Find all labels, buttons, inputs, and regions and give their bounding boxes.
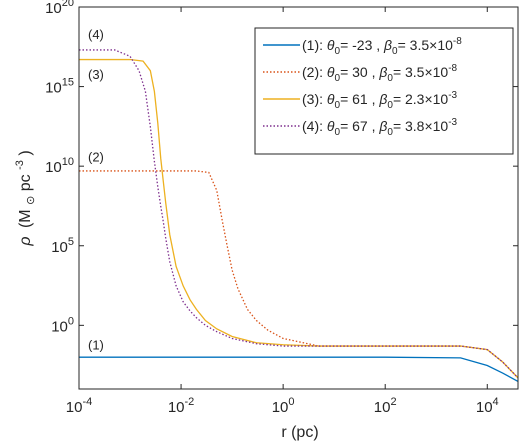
y-label-open: (M (17, 209, 34, 228)
y-label-sun: ⊙ (25, 196, 37, 205)
y-label-exp: -3 (14, 160, 26, 170)
tick-marks (78, 6, 518, 389)
annotations: (4) (3) (2) (1) (88, 27, 104, 353)
legend-label-3: (3): θ0= 61 , β0= 2.3×10-3 (302, 90, 458, 111)
y-tick-label-0-base: 10 (51, 318, 68, 335)
y-tick-label-4: 1020 (45, 0, 74, 17)
x-tick-label-1-base: 10 (168, 399, 185, 416)
curve-label-1: (4) (88, 27, 104, 42)
y-tick-label-2-base: 10 (45, 159, 62, 176)
y-tick-label-0-exp: 0 (68, 315, 74, 327)
legend: (1): θ0= -23 , β0= 3.5×10-8(2): θ0= 30 ,… (254, 27, 514, 155)
y-label-rho: ρ (17, 236, 34, 246)
legend-beta-sub: 0 (387, 100, 393, 111)
y-tick-label-4-exp: 20 (62, 0, 74, 9)
legend-beta-exp: -8 (448, 63, 457, 74)
legend-separator: , (372, 37, 384, 53)
y-tick-label-1: 105 (51, 236, 74, 256)
legend-label-1: (1): θ0= -23 , β0= 3.5×10-8 (302, 36, 462, 57)
legend-beta-symbol: β (378, 118, 387, 134)
legend-separator: , (368, 91, 380, 107)
series-line-4 (79, 49, 519, 379)
x-tick-label-2-base: 10 (272, 399, 289, 416)
series-line-3 (79, 58, 519, 379)
y-axis-label: ρ (M ⊙ pc -3 ) (10, 150, 38, 246)
legend-beta-exp: -8 (453, 36, 462, 47)
legend-theta-symbol: θ (327, 37, 335, 53)
y-tick-label-1-base: 10 (51, 239, 68, 256)
legend-theta-sub: 0 (335, 100, 341, 111)
y-tick-label-1-exp: 5 (68, 236, 74, 248)
legend-theta-symbol: θ (327, 118, 335, 134)
legend-separator: , (368, 64, 380, 80)
legend-separator: , (368, 118, 380, 134)
plot-frame (78, 6, 519, 390)
legend-label-2: (2): θ0= 30 , β0= 3.5×10-8 (302, 63, 458, 84)
legend-beta-symbol: β (378, 64, 387, 80)
legend-theta-sub: 0 (335, 127, 341, 138)
legend-beta-mantissa: = 2.3×10 (393, 91, 448, 107)
curve-label-3: (2) (88, 149, 104, 164)
legend-series-name: (2): (302, 64, 327, 80)
y-label-mid: pc (17, 174, 34, 191)
x-tick-label-1-exp: -2 (185, 396, 195, 408)
legend-beta-symbol: β (378, 91, 387, 107)
y-tick-label-3: 1015 (45, 77, 74, 97)
legend-beta-exp: -3 (448, 90, 457, 101)
x-tick-label-3-exp: 2 (390, 396, 396, 408)
legend-beta-symbol: β (383, 37, 392, 53)
x-tick-label-4-exp: 4 (493, 396, 499, 408)
x-tick-label-3: 102 (374, 396, 397, 416)
legend-series-name: (3): (302, 91, 327, 107)
legend-beta-mantissa: = 3.5×10 (393, 64, 448, 80)
x-tick-label-4: 104 (476, 396, 499, 416)
legend-beta-sub: 0 (387, 127, 393, 138)
y-tick-label-3-exp: 15 (62, 77, 74, 89)
y-tick-label-0: 100 (51, 315, 74, 335)
x-tick-label-0-exp: -4 (82, 396, 92, 408)
y-label-close: ) (17, 150, 34, 155)
series-lines (79, 49, 519, 382)
legend-box (254, 27, 514, 155)
x-axis-label: r (pc) (281, 424, 318, 441)
legend-beta-mantissa: = 3.8×10 (393, 118, 448, 134)
curve-label-4: (1) (88, 338, 104, 353)
legend-beta-exp: -3 (448, 117, 457, 128)
y-tick-label-2: 1010 (45, 156, 74, 176)
legend-theta-value: = 61 (340, 91, 368, 107)
legend-theta-sub: 0 (335, 46, 341, 57)
y-tick-label-2-exp: 10 (62, 156, 74, 168)
y-tick-label-4-base: 10 (45, 0, 62, 17)
x-tick-label-2: 100 (272, 396, 295, 416)
x-tick-label-4-base: 10 (476, 399, 493, 416)
legend-theta-value: = -23 (340, 37, 373, 53)
curve-label-2: (3) (88, 67, 104, 82)
legend-beta-sub: 0 (392, 46, 398, 57)
legend-beta-sub: 0 (387, 73, 393, 84)
series-line-1 (79, 356, 519, 382)
legend-theta-value: = 67 (340, 118, 368, 134)
legend-theta-sub: 0 (335, 73, 341, 84)
series-line-2 (79, 170, 519, 379)
x-tick-label-3-base: 10 (374, 399, 391, 416)
x-tick-label-0: 10-4 (66, 396, 92, 416)
legend-label-4: (4): θ0= 67 , β0= 3.8×10-3 (302, 117, 458, 138)
legend-theta-symbol: θ (327, 91, 335, 107)
legend-series-name: (4): (302, 118, 327, 134)
y-tick-label-3-base: 10 (45, 80, 62, 97)
x-tick-label-0-base: 10 (66, 399, 83, 416)
legend-beta-mantissa: = 3.5×10 (398, 37, 453, 53)
x-tick-label-1: 10-2 (168, 396, 194, 416)
legend-theta-symbol: θ (327, 64, 335, 80)
legend-theta-value: = 30 (340, 64, 368, 80)
legend-series-name: (1): (302, 37, 327, 53)
x-tick-label-2-exp: 0 (288, 396, 294, 408)
